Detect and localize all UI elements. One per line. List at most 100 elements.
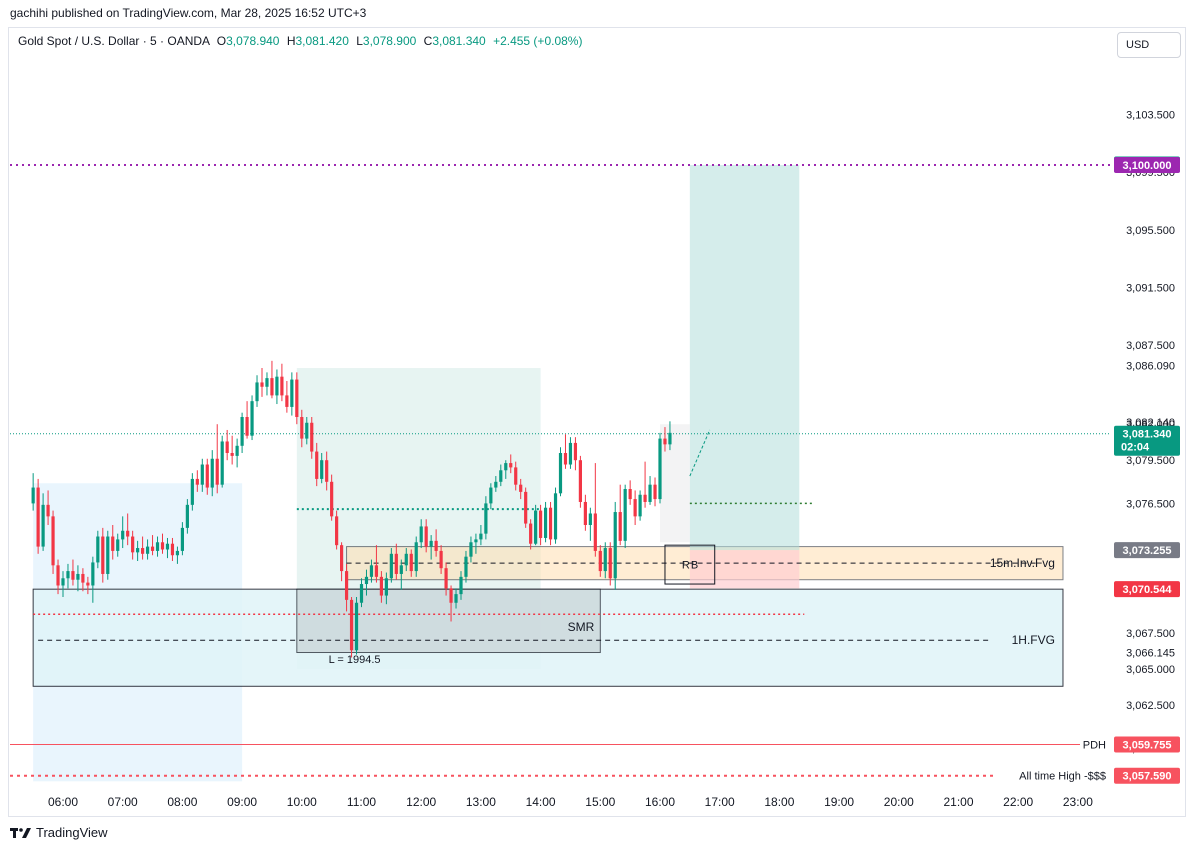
candle: [563, 453, 568, 465]
candle: [145, 546, 150, 554]
candle: [349, 599, 354, 651]
x-tick-label: 11:00: [347, 795, 376, 809]
footer-brand[interactable]: TradingView: [10, 825, 108, 840]
candle: [265, 378, 269, 387]
candle: [235, 445, 239, 456]
x-tick-label: 06:00: [48, 795, 78, 809]
candle: [300, 417, 304, 439]
currency-button[interactable]: USD: [1117, 32, 1181, 58]
y-tick-label: 3,066.145: [1126, 648, 1175, 660]
candle: [340, 545, 344, 572]
open-label: O: [216, 34, 227, 48]
candle: [499, 470, 503, 482]
chart-frame: [8, 27, 1186, 817]
x-tick-label: 12:00: [406, 795, 436, 809]
candle: [593, 513, 597, 551]
candle: [255, 382, 259, 402]
x-tick-label: 20:00: [884, 795, 914, 809]
open-value: 3,078.940: [226, 34, 280, 48]
change-value: +2.455 (+0.08%): [493, 34, 583, 48]
candle: [419, 526, 423, 543]
x-tick-label: 15:00: [585, 795, 615, 809]
label-smr: SMR: [568, 620, 595, 634]
candle: [126, 530, 130, 537]
candle: [180, 527, 184, 551]
candle: [160, 542, 165, 550]
y-tick-label: 3,091.500: [1126, 282, 1175, 294]
candle: [175, 550, 180, 556]
label-ath: All time High -$$$: [1019, 771, 1106, 783]
candle: [414, 542, 418, 572]
candle: [220, 441, 224, 485]
candle: [205, 464, 209, 488]
candle: [663, 438, 667, 445]
candle: [648, 484, 652, 502]
x-tick-label: 16:00: [645, 795, 675, 809]
publish-info: gachihi published on TradingView.com, Ma…: [10, 6, 367, 20]
candle: [285, 395, 289, 407]
candle: [51, 516, 55, 566]
candle: [548, 507, 553, 540]
label-15m-inv-fvg: 15m.Inv.Fvg: [990, 556, 1055, 570]
candle: [668, 432, 672, 445]
candle: [494, 481, 498, 488]
symbol-legend: Gold Spot / U.S. Dollar · 5 · OANDA O3,0…: [18, 34, 582, 48]
candle: [275, 376, 279, 396]
y-tick-label: 3,067.500: [1126, 628, 1175, 640]
candle: [608, 548, 612, 579]
candle: [484, 503, 488, 534]
candle: [638, 494, 642, 517]
price-badge-label: 3,081.340: [1123, 429, 1172, 441]
candle: [190, 478, 194, 505]
candle: [325, 460, 329, 482]
candle: [479, 533, 483, 540]
candle: [195, 478, 199, 485]
rb-box: [664, 544, 716, 585]
candle: [131, 536, 135, 553]
candle: [210, 458, 214, 488]
candle: [305, 422, 309, 439]
x-tick-label: 23:00: [1063, 795, 1093, 809]
candle: [409, 553, 413, 572]
candle: [568, 442, 573, 465]
candle: [539, 510, 543, 538]
candle: [519, 484, 523, 492]
candle: [36, 487, 40, 547]
candle: [155, 542, 160, 551]
candle: [424, 526, 428, 547]
candle: [514, 467, 518, 485]
x-tick-label: 08:00: [167, 795, 197, 809]
candle: [524, 491, 528, 524]
candle: [454, 594, 458, 603]
lines-layer: [10, 164, 1110, 777]
price-badge: [1114, 425, 1180, 456]
price-badge: [1114, 542, 1180, 559]
symbol-name: Gold Spot / U.S. Dollar · 5 · OANDA: [18, 34, 210, 48]
x-tick-label: 14:00: [526, 795, 556, 809]
candle: [603, 548, 607, 572]
candle: [240, 417, 244, 446]
candle: [613, 512, 617, 579]
candle: [429, 540, 433, 547]
candle: [280, 376, 284, 396]
annotations-layer: 15m.Inv.Fvg 1H.FVG SMR L = 1994.5 R B PDH All t…: [329, 429, 1106, 783]
candle: [444, 568, 448, 589]
candle: [384, 578, 388, 596]
candle: [344, 571, 349, 600]
candle: [310, 422, 314, 452]
candle: [76, 573, 80, 580]
x-tick-label: 22:00: [1003, 795, 1033, 809]
candle: [270, 378, 274, 396]
target-zone: [689, 165, 800, 551]
candle: [469, 542, 473, 557]
price-badge-label: 3,073.255: [1123, 545, 1172, 557]
candle: [553, 493, 558, 540]
candles-layer: [31, 360, 672, 658]
candle: [250, 401, 254, 436]
candle: [404, 553, 408, 566]
zone-smr: [296, 588, 601, 654]
close-label: C: [423, 34, 433, 48]
price-badge-label: 3,057.590: [1123, 771, 1172, 783]
price-badge: [1114, 157, 1180, 173]
